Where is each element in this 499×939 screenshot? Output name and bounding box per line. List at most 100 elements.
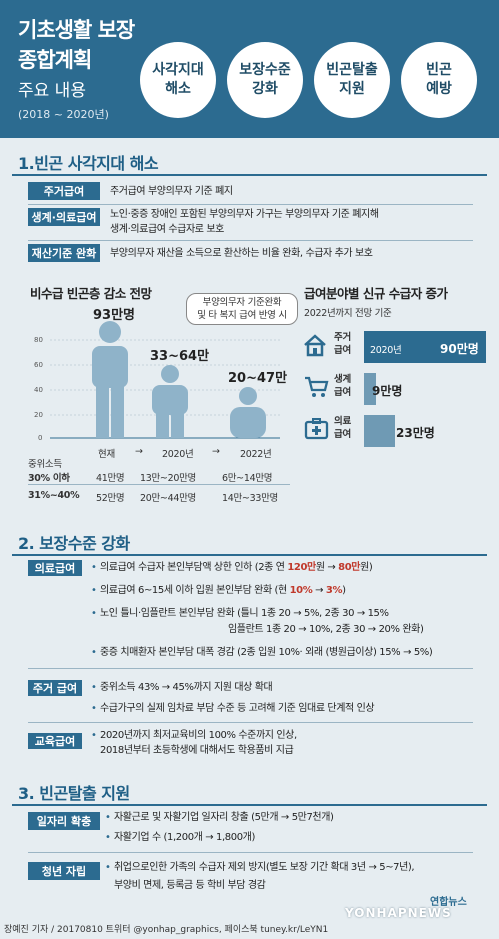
bar-label-livelihood: 생계 급여 [334,374,351,398]
housing-bullet-2: 수급가구의 실제 임차료 부담 수준 등 고려해 기준 임대료 단계적 인상 [91,701,375,716]
income-row2-v1: 52만명 [96,493,125,504]
income-row1-label: 30% 이하 [28,473,70,484]
jobs-bullet-2: 자활기업 수 (1,200개 → 1,800개) [105,830,255,845]
person-figure-2020 [152,365,188,438]
xlabel-arrow: → [135,446,143,457]
txt: → [312,585,326,596]
cart-icon [305,376,329,397]
income-row2-v2: 20만~44만명 [140,493,196,504]
header: 기초생활 보장 종합계획 주요 내용 (2018 ~ 2020년) 사각지대 해… [0,0,499,138]
goal-circle-2: 보장수준 강화 [227,42,303,118]
person-figure-current [92,321,128,438]
housing-bullet-1: 중위소득 43% → 45%까지 지원 대상 확대 [91,680,273,695]
medical-bullet-2: 의료급여 6~15세 이하 입원 본인부담 완화 (현 10% → 3%) [91,583,346,598]
txt: ) [342,585,346,596]
jobs-bullet-1: 자활근로 및 자활기업 일자리 창출 (5만개 → 5만7천개) [105,810,334,825]
bar-label-housing: 주거 급여 [334,332,351,356]
title-line2: 종합계획 [18,48,92,72]
tag-housing2: 주거 급여 [28,680,82,696]
tag-medical: 의료급여 [28,560,82,576]
txt: 의료급여 6~15세 이하 입원 본인부담 완화 (현 [100,585,290,596]
bar-value-medical: 23만명 [396,426,435,440]
txt: 의료급여 수급자 본인부담액 상한 인하 (2종 연 [100,562,288,573]
chart2-subtitle: 2022년까지 전망 기준 [304,308,392,319]
tag-youth: 청년 자립 [28,862,100,880]
ytick: 60 [34,361,43,369]
section2-title: 2. 보장수준 강화 [18,534,130,553]
person-figure-2022 [230,387,266,438]
bar-annotation: 2020년 [370,345,402,356]
income-row1-v3: 6만~14만명 [222,473,273,484]
medical-kit-icon [304,418,329,440]
chart1-title: 비수급 빈곤층 감소 전망 [30,286,152,301]
yonhap-logo: 연합뉴스 [430,897,467,908]
txt: 80만 [338,562,361,573]
bar-housing [364,331,486,363]
ytick: 0 [38,434,42,442]
row-divider [28,852,473,853]
bar-label-medical: 의료 급여 [334,416,351,440]
goal-circle-1: 사각지대 해소 [140,42,216,118]
value-current: 93만명 [93,304,135,323]
xlabel-arrow: → [212,446,220,457]
chart2: 주거 급여 2020년 90만명 생계 급여 9만명 의료 급여 23만명 [300,325,490,455]
bar-value-housing: 90만명 [440,342,479,356]
tag-livelihood: 생계·의료급여 [28,208,100,226]
education-bullet-1: 2020년까지 최저교육비의 100% 수준까지 인상, [91,728,297,743]
medical-bullet-3: 노인 틀니·임플란트 본인부담 완화 (틀니 1종 20 → 5%, 2종 30… [91,606,389,621]
row-livelihood-text: 노인·중증 장애인 포함된 부양의무자 가구는 부양의무자 기준 폐지해 [110,209,379,220]
chart1-figures: 80 60 40 20 0 [34,321,280,442]
xlabel-2020: 2020년 [162,449,194,460]
medical-bullet-4: 중증 치매환자 본인부담 대폭 경감 (2종 입원 10%· 외래 (병원급이상… [91,645,433,660]
bar-livelihood [364,373,376,405]
xlabel-2022: 2022년 [240,449,272,460]
bar-medical [364,415,395,447]
tag-housing: 주거급여 [28,182,100,200]
xlabel-current: 현재 [98,449,115,460]
row-divider [28,240,473,241]
tag-education: 교육급여 [28,733,82,749]
row-divider [28,204,473,205]
goal-circle-4: 빈곤 예방 [401,42,477,118]
chart2-title: 급여분야별 신규 수급자 증가 [304,286,448,301]
row-divider [28,722,473,723]
bar-value-livelihood: 9만명 [372,384,403,398]
section2-rule [12,554,487,556]
ytick: 80 [34,336,43,344]
txt: 원) [360,562,373,573]
watermark: YONHAPNEWS [345,906,452,920]
row-livelihood-text2: 생계·의료급여 수급자로 보호 [110,224,224,235]
value-2022-text: 20~47만 [228,371,288,386]
row-divider [28,484,290,485]
txt: 10% [289,585,313,596]
education-bullet-2: 2018년부터 초등학생에 대해서도 학용품비 지급 [100,745,294,756]
youth-bullet-1: 취업으로인한 가족의 수급자 제외 방지(별도 보장 기간 확대 3년 → 5~… [105,860,415,875]
section3-title: 3. 빈곤탈출 지원 [18,784,130,803]
income-row1-v1: 41만명 [96,473,125,484]
section3-rule [12,804,487,806]
medical-bullet-1: 의료급여 수급자 본인부담액 상한 인하 (2종 연 120만원 → 80만원) [91,560,373,575]
income-row2-v3: 14만~33만명 [222,493,278,504]
chart1-callout: 부양의무자 기준완화 및 타 복지 급여 반영 시 [186,293,298,325]
title-line1: 기초생활 보장 [18,18,135,42]
income-label: 중위소득 [28,459,62,470]
callout-line2: 및 타 복지 급여 반영 시 [197,310,287,321]
value-2020: 33~64만 [150,345,209,364]
tag-jobs: 일자리 확충 [28,812,100,830]
income-row2-label: 31%~40% [28,490,80,501]
section1-title: 1.빈곤 사각지대 해소 [18,154,159,173]
footer-credit: 장예진 기자 / 20170810 트위터 @yonhap_graphics, … [4,925,329,935]
txt: 원 → [315,562,339,573]
youth-bullet-2: 부양비 면제, 등록금 등 학비 부담 경감 [114,880,266,891]
goal-circle-3: 빈곤탈출 지원 [314,42,390,118]
txt: 120만 [287,562,316,573]
value-2022: 20~47만 [228,367,287,386]
period: (2018 ~ 2020년) [18,108,109,121]
value-2020-text: 33~64만 [150,349,210,364]
row-asset-text: 부양의무자 재산을 소득으로 환산하는 비율 완화, 수급자 추가 보호 [110,248,373,259]
ytick: 20 [34,411,43,419]
medical-bullet-3b: 임플란트 1종 20 → 10%, 2종 30 → 20% 완화) [228,624,424,635]
subtitle: 주요 내용 [18,81,86,101]
tag-asset: 재산기준 완화 [28,244,100,262]
value-current-text: 93만명 [93,308,136,323]
